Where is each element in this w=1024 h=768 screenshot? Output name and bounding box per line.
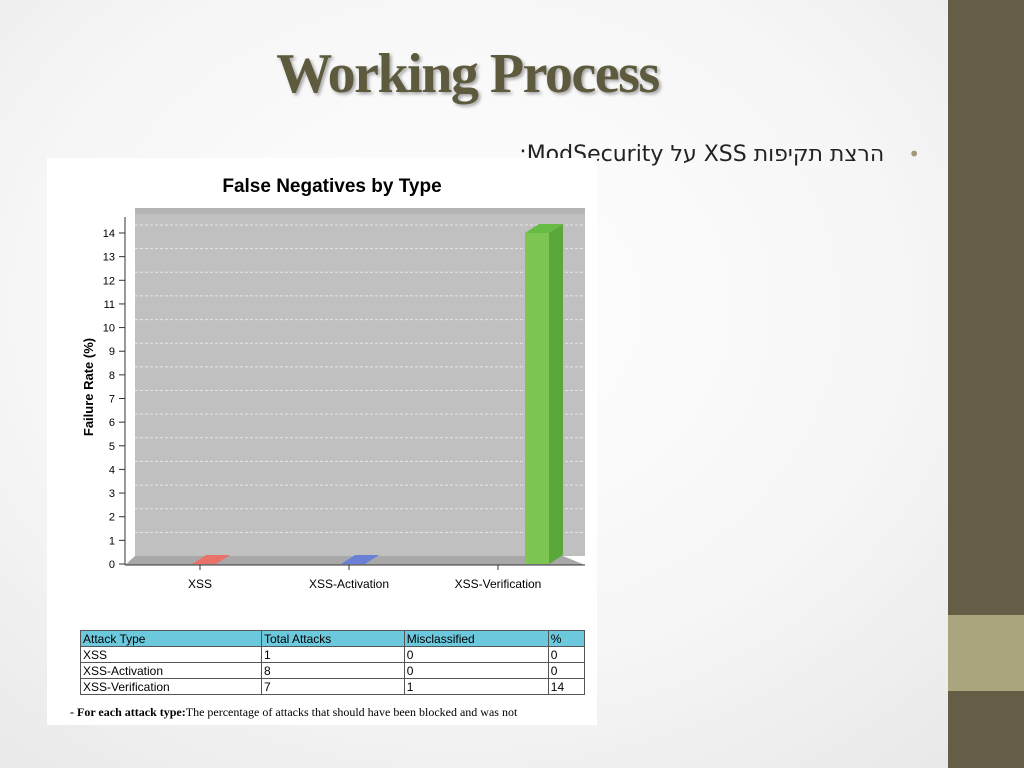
bar-front — [525, 233, 549, 564]
y-tick-label: 11 — [104, 299, 115, 311]
table-row: XSS-Activation 8 0 0 — [80, 662, 586, 679]
y-tick-label: 8 — [109, 370, 115, 382]
y-tick-label: 4 — [109, 464, 115, 476]
y-tick-label: 1 — [109, 535, 115, 547]
summary-table: Attack Type Total Attacks Misclassified … — [80, 630, 586, 695]
x-axis-ticks: XSS XSS-Activation XSS-Verification — [188, 565, 541, 591]
table-cell: 14 — [547, 678, 586, 695]
x-tick-label: XSS-Activation — [309, 577, 389, 591]
bar-flat — [341, 555, 379, 564]
chart-title: False Negatives by Type — [222, 176, 442, 197]
table-cell: 0 — [547, 662, 586, 679]
bar-flat — [192, 555, 230, 564]
y-tick-label: 13 — [103, 252, 115, 264]
table-header-cell: Misclassified — [403, 630, 549, 647]
table-header-cell: % — [547, 630, 586, 647]
y-tick-label: 2 — [109, 512, 115, 524]
y-tick-label: 0 — [109, 559, 115, 571]
x-tick-label: XSS-Verification — [455, 577, 542, 591]
table-cell: XSS-Verification — [80, 678, 262, 695]
plot-area — [124, 208, 585, 566]
y-tick-label: 9 — [109, 346, 115, 358]
plot-top-edge — [135, 208, 585, 214]
table-cell: 0 — [547, 646, 586, 663]
bullet-dot-icon: • — [908, 142, 920, 166]
table-cell: 1 — [403, 678, 549, 695]
bars — [192, 224, 563, 564]
table-cell: 1 — [260, 646, 405, 663]
table-cell: 7 — [260, 678, 405, 695]
y-tick-label: 10 — [103, 323, 115, 335]
table-row: XSS-Verification 7 1 14 — [80, 678, 586, 695]
footnote-label: - For each attack type: — [70, 705, 186, 719]
footnote-text: The percentage of attacks that should ha… — [185, 705, 518, 719]
y-tick-label: 5 — [109, 441, 115, 453]
y-axis-label: Failure Rate (%) — [81, 338, 96, 436]
table-row: XSS 1 0 0 — [80, 646, 586, 663]
slide-title: Working Process — [276, 43, 660, 105]
x-tick-label: XSS — [188, 577, 212, 591]
y-tick-label: 7 — [109, 394, 115, 406]
table-cell: 0 — [403, 662, 549, 679]
table-header-cell: Total Attacks — [260, 630, 405, 647]
y-tick-label: 12 — [103, 275, 115, 287]
table-header-cell: Attack Type — [80, 630, 262, 647]
bar-top — [525, 224, 563, 233]
table-cell: XSS-Activation — [80, 662, 262, 679]
table-cell: 0 — [403, 646, 549, 663]
plot-background — [135, 208, 585, 556]
table-cell: 8 — [260, 662, 405, 679]
sidebar-accent-block — [948, 615, 1024, 691]
y-tick-label: 3 — [109, 488, 115, 500]
bar-side — [549, 224, 563, 564]
gridlines — [135, 224, 585, 533]
table-header-row: Attack Type Total Attacks Misclassified … — [80, 630, 586, 647]
table-cell: XSS — [80, 646, 262, 663]
y-tick-label: 14 — [103, 228, 115, 240]
y-tick-label: 6 — [109, 417, 115, 429]
footnote: - For each attack type:The percentage of… — [70, 705, 517, 720]
